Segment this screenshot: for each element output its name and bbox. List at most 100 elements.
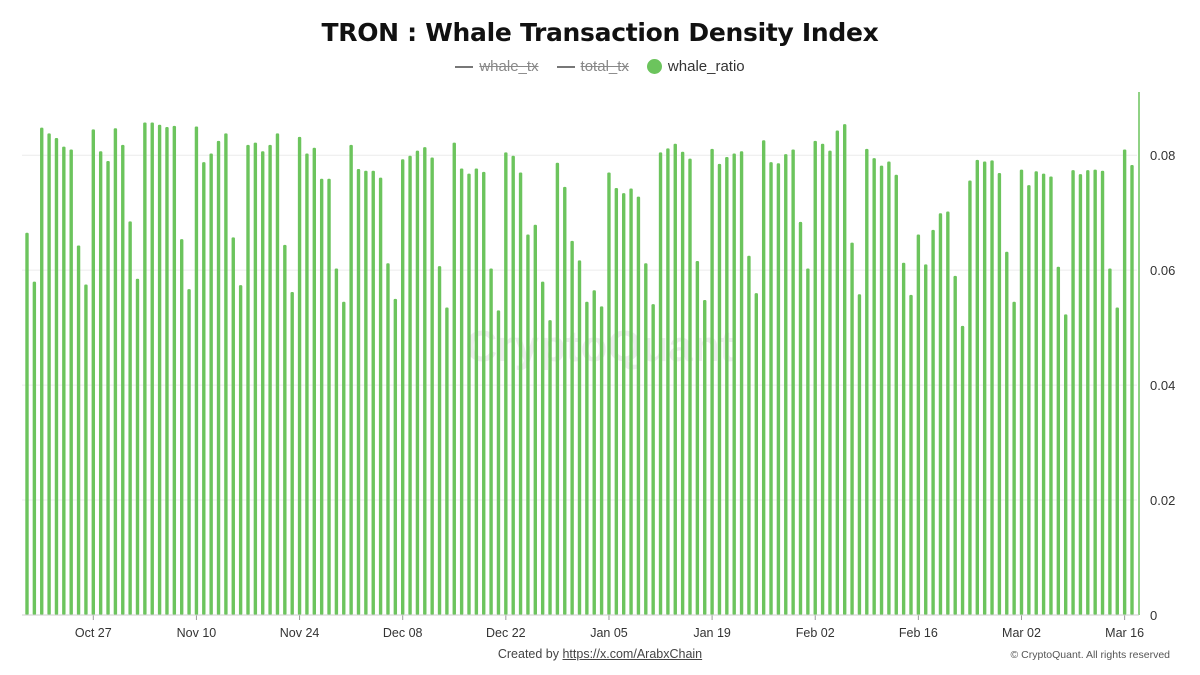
bar	[754, 293, 758, 615]
legend-item-total-tx[interactable]: total_tx	[556, 58, 629, 75]
legend-label-whale-tx: whale_tx	[479, 58, 539, 75]
bar	[180, 239, 184, 615]
bar	[695, 260, 700, 615]
legend-label-whale-ratio: whale_ratio	[667, 58, 745, 75]
bar	[806, 268, 810, 615]
bar	[25, 232, 29, 616]
bar	[585, 301, 589, 615]
y-tick-label: 0	[1150, 608, 1157, 623]
bar	[1005, 251, 1009, 615]
bar	[128, 221, 132, 616]
bar	[445, 307, 449, 615]
x-tick-label: Jan 05	[590, 626, 628, 640]
bar	[297, 136, 302, 616]
bar	[423, 147, 427, 615]
bar	[47, 133, 51, 615]
legend-item-whale-tx[interactable]: whale_tx	[455, 58, 539, 75]
bar	[187, 289, 191, 615]
bar	[327, 178, 331, 616]
bar	[673, 143, 677, 615]
bar	[1049, 176, 1053, 615]
bar	[518, 172, 523, 615]
bar	[725, 156, 729, 615]
bar	[1056, 266, 1061, 615]
bar	[172, 125, 177, 616]
x-tick-label: Mar 16	[1105, 626, 1144, 640]
bar	[828, 150, 832, 615]
bar	[761, 140, 766, 615]
bar	[1100, 170, 1105, 615]
bar	[688, 158, 692, 615]
bar	[577, 260, 582, 615]
bar	[319, 178, 324, 616]
bar	[342, 301, 346, 615]
bar	[69, 149, 73, 615]
bar	[135, 278, 140, 615]
bar	[614, 187, 619, 615]
bar	[165, 127, 169, 616]
y-tick-label: 0.08	[1150, 148, 1175, 163]
bar	[1122, 149, 1127, 615]
bar	[1012, 301, 1016, 615]
legend: whale_tx total_tx whale_ratio	[0, 58, 1200, 75]
bar	[975, 159, 979, 616]
bar	[349, 144, 353, 615]
credit-line: Created by https://x.com/ArabxChain	[0, 647, 1200, 661]
bar	[710, 148, 714, 615]
bar	[680, 151, 685, 615]
bar	[857, 294, 862, 615]
bar	[401, 159, 405, 615]
bar	[747, 255, 751, 616]
bar	[887, 161, 891, 616]
bar	[776, 163, 781, 615]
x-tick-label: Dec 08	[383, 626, 423, 640]
bar	[452, 142, 456, 616]
legend-item-whale-ratio[interactable]: whale_ratio	[646, 58, 745, 75]
bar	[739, 151, 744, 615]
bar	[143, 122, 147, 615]
bar	[261, 151, 265, 615]
bar	[835, 130, 840, 615]
legend-label-total-tx: total_tx	[580, 58, 629, 75]
bar	[924, 264, 928, 615]
bar	[769, 162, 773, 615]
bar	[658, 152, 663, 615]
bar	[644, 263, 648, 615]
bar	[997, 173, 1002, 616]
bar	[879, 165, 884, 616]
bar	[636, 196, 641, 615]
y-tick-label: 0.06	[1150, 263, 1175, 278]
bar	[968, 180, 972, 615]
credit-link[interactable]: https://x.com/ArabxChain	[562, 647, 703, 661]
bar	[732, 153, 736, 615]
bar	[909, 294, 913, 615]
bar	[982, 161, 987, 616]
bar	[415, 150, 420, 615]
bar	[953, 275, 957, 615]
bar	[386, 263, 390, 615]
bar	[938, 213, 943, 615]
bar	[916, 234, 921, 616]
bar	[563, 186, 567, 616]
bar	[798, 221, 803, 615]
bar	[238, 285, 243, 615]
bar	[312, 147, 316, 615]
bar	[467, 173, 471, 615]
bar	[511, 155, 515, 616]
bar	[504, 152, 508, 615]
bar	[717, 163, 722, 616]
x-tick-label: Feb 16	[899, 626, 938, 640]
y-tick-label: 0.04	[1150, 378, 1175, 393]
bar	[1086, 170, 1090, 615]
bar	[548, 320, 552, 615]
x-tick-label: Nov 24	[280, 626, 320, 640]
bar	[334, 268, 339, 615]
bar	[371, 170, 375, 615]
bar	[121, 144, 125, 615]
bar	[1019, 169, 1024, 616]
bar	[275, 133, 280, 615]
bar	[1093, 169, 1097, 616]
bar	[496, 310, 501, 615]
bar	[813, 140, 817, 615]
